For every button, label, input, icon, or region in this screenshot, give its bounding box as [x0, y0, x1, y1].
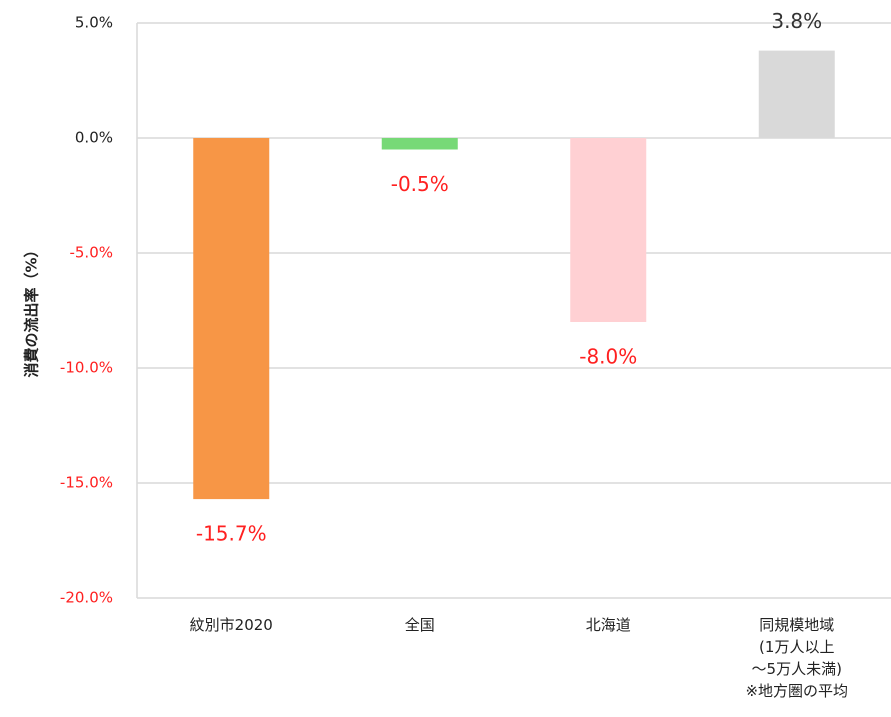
x-tick-label: 北海道 — [585, 616, 631, 634]
x-tick-label: 同規模地域 (1万人以上 ～5万人未満) ※地方圏の平均 — [745, 616, 849, 700]
x-tick-label: 紋別市2020 — [189, 616, 273, 634]
y-tick-label: -15.0% — [60, 474, 113, 492]
data-label: -8.0% — [579, 345, 637, 369]
bar — [758, 50, 835, 138]
x-tick-label: 全国 — [404, 616, 435, 634]
bar — [381, 138, 458, 150]
y-tick-label: -5.0% — [69, 244, 113, 262]
bar — [570, 138, 647, 322]
data-label: 3.8% — [771, 9, 822, 33]
data-label: -0.5% — [391, 172, 449, 196]
y-tick-label: -10.0% — [60, 359, 113, 377]
y-tick-label: 0.0% — [75, 129, 113, 147]
y-tick-label: 5.0% — [75, 14, 113, 32]
bar — [193, 138, 270, 500]
data-label: -15.7% — [196, 522, 267, 546]
y-axis-label: 消費の流出率（%） — [23, 242, 41, 377]
y-tick-label: -20.0% — [60, 589, 113, 607]
